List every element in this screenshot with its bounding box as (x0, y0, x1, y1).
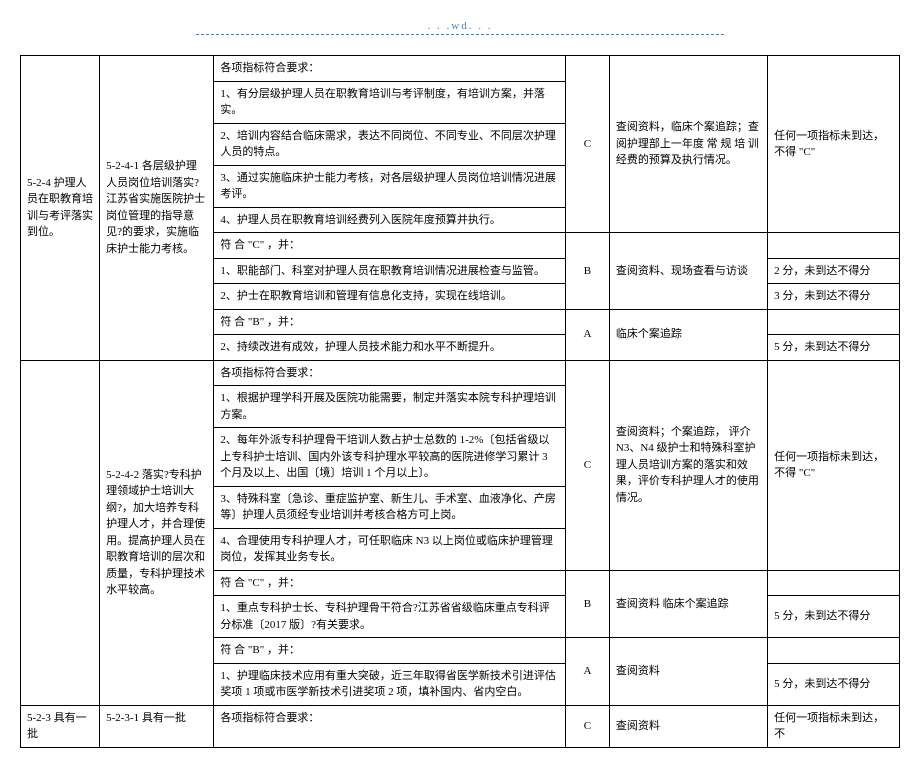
criteria-item: 3、特殊科室〔急诊、重症监护室、新生儿、手术室、血液净化、产房等〕护理人员须经专… (214, 486, 566, 528)
cell-5-2-4: 5-2-4 护理人员在职教育培训与考评落实到位。 (21, 56, 100, 361)
evidence-c: 查阅资料；个案追踪， 评介 N3、N4 级护士和特殊科室护理人员培训方案的落实和… (609, 360, 767, 570)
score-5: 5 分，未到达不得分 (768, 335, 900, 361)
cell-5-2-3: 5-2-3 具有一批 (21, 705, 100, 747)
criteria-item: 4、护理人员在职教育培训经费列入医院年度预算并执行。 (214, 207, 566, 233)
score-c: 任何一项指标未到达，不 (768, 705, 900, 747)
criteria-item: 1、护理临床技术应用有重大突破，近三年取得省医学新技术引进评估奖项 1 项或市医… (214, 663, 566, 705)
evidence-a: 查阅资料 (609, 638, 767, 706)
cell-5-2-4-1: 5-2-4-1 各层级护理人员岗位培训落实?江苏省实施医院护士岗位管理的指导意见… (100, 56, 214, 361)
evidence-c: 查阅资料 (609, 705, 767, 747)
criteria-header-a: 符 合 "B" ，并： (214, 638, 566, 664)
criteria-item: 4、合理使用专科护理人才，可任职临床 N3 以上岗位或临床护理管理岗位，发挥其业… (214, 528, 566, 570)
score-3: 3 分，未到达不得分 (768, 284, 900, 310)
evidence-b: 查阅资料 临床个案追踪 (609, 570, 767, 638)
grade-a: A (565, 309, 609, 360)
score-5: 5 分，未到达不得分 (768, 663, 900, 705)
grade-b: B (565, 233, 609, 310)
grade-a: A (565, 638, 609, 706)
criteria-item: 2、每年外派专科护理骨干培训人数占护士总数的 1-2%〔包括省级以上专科护士培训… (214, 428, 566, 487)
criteria-header-b: 符 合 "C" ，并： (214, 570, 566, 596)
grade-b: B (565, 570, 609, 638)
criteria-item: 1、职能部门、科室对护理人员在职教育培训情况进展检查与监管。 (214, 258, 566, 284)
score-empty (768, 570, 900, 596)
score-2: 2 分，未到达不得分 (768, 258, 900, 284)
evidence-c: 查阅资料，临床个案追踪；查阅护理部上一年度 常 规 培 训 经费的预算及执行情况… (609, 56, 767, 233)
score-empty (768, 309, 900, 335)
criteria-item: 2、护士在职教育培训和管理有信息化支持，实现在线培训。 (214, 284, 566, 310)
score-c: 任何一项指标未到达，不得 "C" (768, 360, 900, 570)
criteria-item: 2、持续改进有成效，护理人员技术能力和水平不断提升。 (214, 335, 566, 361)
score-empty (768, 638, 900, 664)
empty-col1 (21, 360, 100, 705)
criteria-header: 各项指标符合要求： (214, 360, 566, 386)
criteria-item: 2、培训内容结合临床需求，表达不同岗位、不同专业、不同层次护理人员的特点。 (214, 123, 566, 165)
criteria-header: 各项指标符合要求： (214, 705, 566, 747)
criteria-header-a: 符 合 "B" ，并： (214, 309, 566, 335)
cell-5-2-3-1: 5-2-3-1 具有一批 (100, 705, 214, 747)
criteria-item: 1、根据护理学科开展及医院功能需要，制定并落实本院专科护理培训方案。 (214, 386, 566, 428)
criteria-item: 1、有分层级护理人员在职教育培训与考评制度，有培训方案，并落实。 (214, 81, 566, 123)
score-5: 5 分，未到达不得分 (768, 596, 900, 638)
cell-5-2-4-2: 5-2-4-2 落实?专科护理领域护士培训大纲?，加大培养专科护理人才，并合理使… (100, 360, 214, 705)
criteria-header: 各项指标符合要求： (214, 56, 566, 82)
grade-c: C (565, 360, 609, 570)
standards-table: 5-2-4 护理人员在职教育培训与考评落实到位。 5-2-4-1 各层级护理人员… (20, 55, 900, 748)
page-header-dots: . . .wd. . . (196, 20, 724, 35)
evidence-a: 临床个案追踪 (609, 309, 767, 360)
criteria-header-b: 符 合 "C" ，并： (214, 233, 566, 259)
score-empty (768, 233, 900, 259)
criteria-item: 3、通过实施临床护士能力考核，对各层级护理人员岗位培训情况进展考评。 (214, 165, 566, 207)
score-c: 任何一项指标未到达，不得 "C" (768, 56, 900, 233)
evidence-b: 查阅资料、现场查看与访谈 (609, 233, 767, 310)
grade-c: C (565, 705, 609, 747)
grade-c: C (565, 56, 609, 233)
criteria-item: 1、重点专科护士长、专科护理骨干符合?江苏省省级临床重点专科评分标准〔2017 … (214, 596, 566, 638)
